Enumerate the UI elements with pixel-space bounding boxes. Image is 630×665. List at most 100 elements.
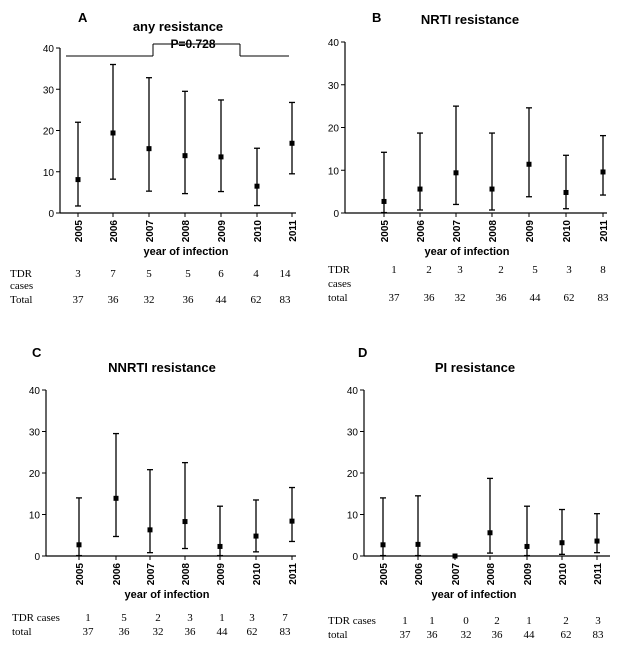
y-tick-label: 0: [48, 209, 54, 220]
y-tick-label: 40: [43, 44, 55, 55]
data-point: [381, 198, 387, 204]
table-cell: 3: [187, 612, 193, 624]
y-tick-label: 10: [347, 511, 359, 522]
table-row-label: total: [328, 629, 348, 641]
data-point: [254, 183, 260, 189]
panel-b: B NRTI resistance 0 10 20 30 40 2005 2006 2007 2…: [328, 10, 610, 304]
data-point: [253, 533, 259, 539]
x-tick-label: 2010: [562, 220, 573, 243]
x-tick-label: 2005: [75, 563, 86, 586]
data-point: [594, 538, 600, 544]
y-tick-label: 40: [347, 386, 359, 397]
y-tick-label: 20: [29, 469, 41, 480]
x-tick-label: 2007: [146, 563, 157, 586]
y-tick-label: 10: [328, 166, 340, 177]
table-cell: 62: [251, 294, 262, 306]
table-row-label: total: [328, 292, 348, 304]
panel-d-plot: 0 10 20 30 40 2005 2006 2007 2008 2009 2010 2011: [347, 386, 610, 585]
panel-b-letter: B: [372, 10, 381, 25]
table-cell: 6: [218, 268, 224, 280]
table-cell: 1: [526, 615, 532, 627]
x-tick-label: 2006: [109, 220, 120, 243]
panel-b-title: NRTI resistance: [421, 12, 519, 27]
x-tick-label: 2008: [488, 220, 499, 243]
table-cell: 1: [429, 615, 435, 627]
table-cell: 4: [253, 268, 259, 280]
table-cell: 5: [185, 268, 191, 280]
table-cell: 62: [564, 292, 575, 304]
data-point: [75, 177, 81, 183]
table-cell: 2: [494, 615, 500, 627]
x-tick-label: 2011: [593, 563, 604, 585]
table-cell: 3: [595, 615, 601, 627]
data-point: [415, 541, 421, 547]
y-tick-label: 30: [328, 81, 340, 92]
table-cell: 37: [83, 626, 95, 638]
table-cell: 32: [153, 626, 164, 638]
panel-a-p-value-bracket: [66, 43, 289, 57]
data-point: [559, 540, 565, 546]
table-cell: 36: [119, 626, 131, 638]
panel-c-xlabel: year of infection: [125, 589, 210, 601]
data-point: [563, 189, 569, 195]
data-point: [113, 495, 119, 501]
x-tick-label: 2007: [145, 220, 156, 243]
x-tick-label: 2009: [523, 563, 534, 586]
table-cell: 83: [598, 292, 610, 304]
x-tick-label: 2005: [74, 220, 85, 243]
table-cell: 5: [146, 268, 152, 280]
data-point: [289, 518, 295, 524]
table-cell: 36: [185, 626, 197, 638]
y-tick-label: 30: [347, 428, 359, 439]
panel-d-xlabel: year of infection: [432, 589, 517, 601]
x-tick-label: 2010: [253, 220, 264, 243]
table-row-label: cases: [328, 278, 351, 290]
table-cell: 83: [593, 629, 605, 641]
x-tick-label: 2006: [416, 220, 427, 243]
table-cell: 36: [492, 629, 504, 641]
table-cell: 83: [280, 294, 292, 306]
x-tick-label: 2009: [216, 563, 227, 586]
table-cell: 62: [561, 629, 572, 641]
table-cell: 8: [600, 264, 606, 276]
table-row-label: total: [12, 626, 32, 638]
table-cell: 44: [216, 294, 228, 306]
table-cell: 44: [217, 626, 229, 638]
x-tick-label: 2005: [380, 220, 391, 243]
table-cell: 7: [282, 612, 288, 624]
x-tick-label: 2006: [414, 563, 425, 586]
y-tick-label: 30: [29, 428, 41, 439]
y-tick-label: 0: [34, 552, 40, 563]
table-cell: 1: [85, 612, 91, 624]
table-cell: 36: [496, 292, 508, 304]
panel-c-letter: C: [32, 345, 42, 360]
x-tick-label: 2008: [181, 563, 192, 586]
table-cell: 36: [183, 294, 195, 306]
panel-a-plot: 0 10 20 30 40 2005 2006 2007 2008 2009 2010 2011: [43, 44, 299, 242]
table-row-label: TDR cases: [12, 612, 60, 624]
table-row-label: cases: [10, 280, 33, 292]
table-cell: 32: [455, 292, 466, 304]
data-point: [289, 140, 295, 146]
data-point: [146, 146, 152, 152]
table-cell: 1: [391, 264, 397, 276]
data-point: [489, 186, 495, 192]
panel-c: C NNRTI resistance 0 10 20 30 40 2005 2006 2007…: [12, 345, 299, 638]
data-point: [147, 527, 153, 533]
panel-a-title: any resistance: [133, 19, 223, 34]
data-point: [526, 161, 532, 167]
table-cell: 83: [280, 626, 292, 638]
y-tick-label: 30: [43, 85, 55, 96]
panel-b-xlabel: year of infection: [425, 246, 510, 258]
table-cell: 37: [389, 292, 401, 304]
y-tick-label: 20: [43, 127, 55, 138]
x-tick-label: 2007: [452, 220, 463, 243]
data-point: [453, 170, 459, 176]
table-row-label: Total: [10, 294, 32, 306]
table-cell: 36: [427, 629, 439, 641]
table-cell: 62: [247, 626, 258, 638]
table-cell: 0: [463, 615, 469, 627]
